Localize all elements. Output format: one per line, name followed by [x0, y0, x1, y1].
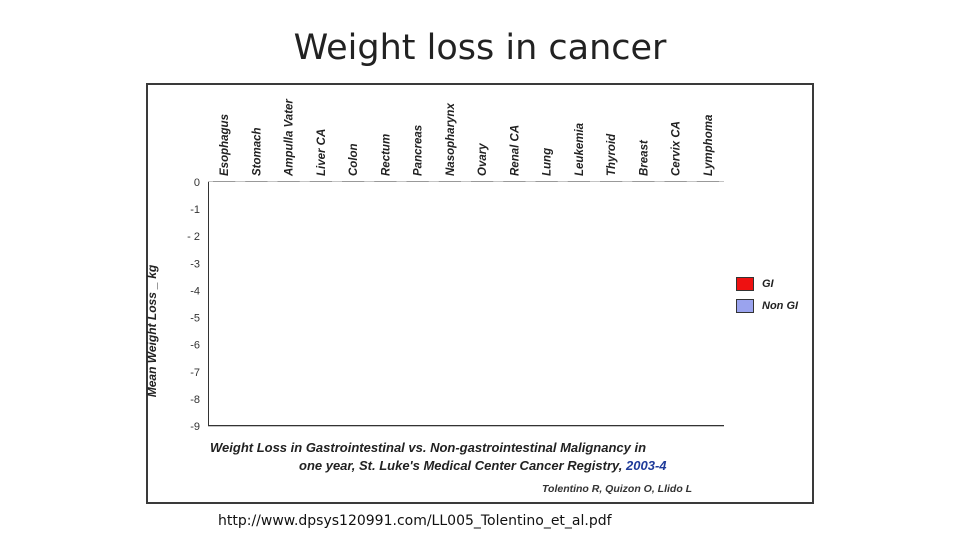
y-tick-label: -9	[190, 421, 200, 433]
x-category-label: Thyroid	[606, 133, 618, 176]
x-category-label: Ovary	[477, 143, 489, 176]
legend-swatch-non-gi	[736, 299, 754, 313]
x-category-label: Rectum	[380, 134, 392, 176]
legend-swatch-gi	[736, 277, 754, 291]
x-category-label: Breast	[638, 139, 650, 176]
y-tick-label: - 2	[187, 231, 200, 243]
slide-title: Weight loss in cancer	[293, 28, 667, 68]
legend-item-non-gi: Non GI	[736, 295, 798, 317]
y-tick-label: -3	[190, 258, 200, 270]
legend-label-non-gi: Non GI	[762, 300, 799, 312]
chart-figure: 0 -1 - 2 -3 -4 -5 -6 -7 -8 -9 Esophagus Stomach Ampu…	[145, 83, 814, 504]
x-category-label: Esophagus	[219, 114, 231, 176]
chart-caption-line-2: one year, St. Luke's Medical Center Canc…	[299, 458, 667, 473]
x-category-label: Colon	[348, 143, 360, 176]
y-tick-label: -1	[190, 204, 200, 216]
y-tick-label: -8	[190, 394, 200, 406]
x-category-label: Liver CA	[316, 129, 328, 176]
plot-area	[208, 182, 724, 426]
chart-authors: Tolentino R, Quizon O, Llido L	[542, 483, 693, 495]
legend-item-gi: GI	[736, 273, 798, 295]
chart-caption-line-1: Weight Loss in Gastrointestinal vs. Non-…	[210, 440, 647, 455]
x-category-label: Leukemia	[574, 122, 586, 176]
x-category-label: Pancreas	[413, 125, 425, 176]
x-category-label: Lymphoma	[703, 114, 715, 176]
x-category-label: Stomach	[251, 127, 263, 176]
y-tick-label: -7	[190, 367, 200, 379]
y-tick-label: -5	[190, 313, 200, 325]
x-category-label: Cervix CA	[671, 121, 683, 176]
legend-label-gi: GI	[762, 278, 774, 290]
x-category-label: Nasopharynx	[445, 103, 457, 176]
y-tick-label: -6	[190, 340, 200, 352]
y-tick-label: 0	[194, 177, 200, 189]
source-url[interactable]: http://www.dpsys120991.com/LL005_Tolenti…	[218, 513, 612, 529]
x-category-label: Ampulla Vater	[284, 99, 296, 177]
x-category-label: Renal CA	[509, 125, 521, 176]
x-category-label: Lung	[542, 148, 554, 176]
chart-caption-text: one year, St. Luke's Medical Center Canc…	[299, 458, 623, 473]
y-tick-label: -4	[190, 285, 200, 297]
chart-caption-year: 2003-4	[626, 458, 667, 473]
y-axis-label: Mean Weight Loss _ kg	[145, 264, 159, 398]
legend: GI Non GI	[736, 273, 798, 317]
